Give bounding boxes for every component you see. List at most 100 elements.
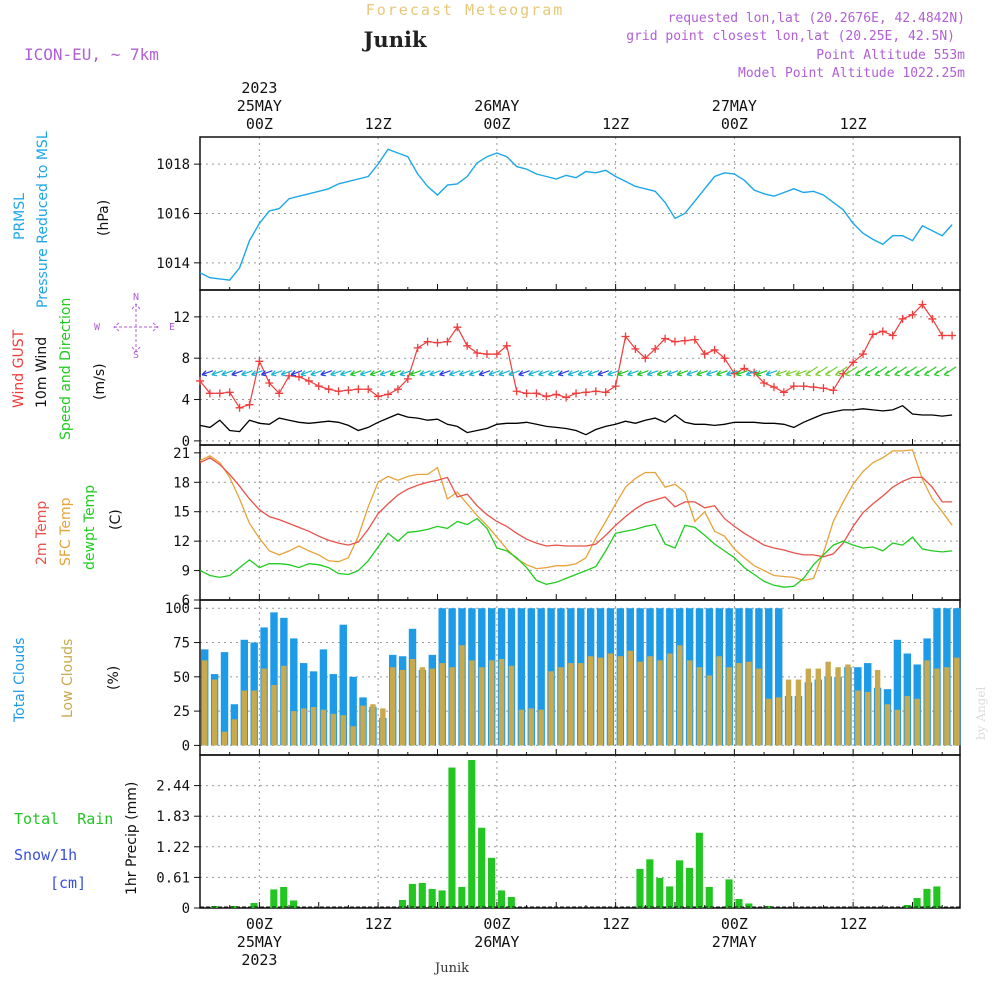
wind-direction-arrow bbox=[399, 370, 412, 377]
low-clouds-bar bbox=[775, 697, 782, 746]
tsfc-label: SFC Temp bbox=[58, 497, 74, 566]
gust-marker bbox=[799, 382, 808, 391]
low-clouds-bar bbox=[558, 667, 564, 746]
low-clouds-bar bbox=[587, 656, 594, 746]
wind-direction-arrow bbox=[706, 370, 718, 377]
gust-marker bbox=[819, 384, 828, 393]
total-clouds-bar bbox=[299, 663, 308, 746]
low-clouds-bar bbox=[706, 675, 713, 746]
gust-marker bbox=[700, 350, 709, 359]
low-clouds-bar bbox=[231, 719, 238, 746]
wind-direction-arrow bbox=[636, 370, 649, 377]
chart-title: Forecast Meteogram bbox=[366, 1, 565, 19]
bottom-time-label: 00Z bbox=[246, 915, 273, 933]
low-clouds-bar bbox=[845, 664, 851, 746]
wind-direction-arrow bbox=[251, 370, 263, 377]
wind-direction-arrow bbox=[805, 366, 818, 377]
pressure-unit-label: (hPa) bbox=[96, 200, 112, 236]
gust-marker bbox=[542, 392, 551, 401]
wind-direction-arrow bbox=[666, 370, 679, 377]
low-clouds-bar bbox=[310, 706, 317, 746]
bottom-time-label: 26MAY bbox=[474, 933, 519, 951]
gust-marker bbox=[393, 385, 402, 394]
low-clouds-bar bbox=[667, 653, 673, 746]
gust-marker bbox=[631, 344, 640, 353]
wind-direction-arrow bbox=[498, 370, 511, 377]
sfc-temp-line bbox=[199, 449, 953, 582]
compass-s: S bbox=[133, 350, 139, 361]
gust-marker bbox=[591, 387, 600, 396]
wind-direction-arrow bbox=[547, 370, 560, 377]
wind-direction-arrow bbox=[854, 366, 868, 377]
gust-marker bbox=[413, 343, 422, 352]
gridpoint-coords: grid point closest lon,lat (20.25E, 42.5… bbox=[626, 29, 955, 44]
low-clouds-bar bbox=[419, 667, 426, 746]
gust-marker bbox=[621, 332, 630, 341]
low-clouds-bar bbox=[696, 667, 703, 746]
low-clouds-bar bbox=[736, 663, 742, 746]
rain-bar bbox=[903, 904, 911, 908]
wind-direction-arrow bbox=[221, 370, 233, 377]
gust-marker bbox=[294, 372, 303, 381]
low-clouds-bar bbox=[350, 726, 356, 746]
gust-marker bbox=[829, 386, 838, 395]
precip-panel: 0 0.61 1.22 1.83 2.44 bbox=[156, 754, 961, 917]
low-clouds-bar bbox=[657, 660, 663, 746]
wind-10m-label: 10m Wind bbox=[34, 337, 50, 408]
ytick-label: 8 bbox=[182, 351, 190, 367]
credit-watermark: by Angel bbox=[974, 687, 988, 740]
rain-bar bbox=[765, 905, 773, 908]
gust-marker bbox=[928, 314, 937, 323]
gust-marker bbox=[275, 389, 284, 398]
wind-direction-arrow bbox=[320, 370, 332, 377]
low-clouds-bar bbox=[924, 660, 930, 746]
wind-direction-arrow bbox=[923, 366, 937, 377]
rain-bar bbox=[695, 832, 703, 908]
rain-bar bbox=[656, 877, 664, 908]
low-clouds-bar bbox=[211, 679, 218, 746]
ytick-label: 1.22 bbox=[156, 840, 190, 856]
pressure-reduced-label: Pressure Reduced to MSL bbox=[35, 131, 51, 308]
gust-marker bbox=[918, 300, 927, 309]
compass-n: N bbox=[133, 292, 139, 303]
wind-direction-arrow bbox=[231, 370, 243, 377]
wind-direction-arrow bbox=[518, 370, 530, 377]
low-clouds-bar bbox=[548, 671, 554, 746]
wind-direction-arrow bbox=[676, 370, 689, 377]
gust-marker bbox=[354, 385, 363, 394]
total-clouds-label: Total Clouds bbox=[12, 638, 28, 723]
rain-bar bbox=[250, 902, 258, 908]
low-clouds-bar bbox=[409, 658, 416, 746]
bottom-time-label: 12Z bbox=[365, 915, 392, 933]
rain-bar bbox=[636, 868, 644, 908]
total-rain-label: Total Rain bbox=[14, 810, 113, 828]
gust-marker bbox=[898, 314, 907, 323]
wind-speed-dir-label: Speed and Direction bbox=[58, 298, 74, 440]
total-clouds-bar bbox=[774, 608, 783, 746]
wind-direction-arrow bbox=[587, 370, 600, 377]
low-clouds-bar bbox=[785, 679, 792, 746]
low-clouds-bar bbox=[835, 667, 841, 746]
wind-direction-arrow bbox=[419, 370, 431, 377]
low-clouds-bar bbox=[399, 669, 406, 746]
wind-direction-arrow bbox=[577, 370, 590, 377]
gust-marker bbox=[473, 349, 482, 358]
gust-marker bbox=[265, 379, 274, 387]
rain-bar bbox=[230, 905, 238, 908]
wind-direction-arrow bbox=[825, 366, 838, 377]
top-time-label: 26MAY bbox=[474, 97, 519, 115]
low-clouds-bar bbox=[716, 656, 723, 746]
ytick-label: 25 bbox=[173, 704, 190, 720]
wind-direction-arrow bbox=[241, 370, 253, 377]
wind-direction-arrow bbox=[815, 366, 828, 377]
ytick-label: 0 bbox=[182, 434, 190, 450]
wind-direction-arrow bbox=[735, 370, 748, 377]
compass-arrows-icon bbox=[113, 303, 159, 353]
low-clouds-bar bbox=[607, 653, 614, 746]
low-clouds-bar bbox=[884, 704, 891, 746]
wind-direction-arrow bbox=[557, 370, 570, 377]
total-clouds-bar bbox=[220, 652, 229, 746]
low-clouds-bar bbox=[874, 669, 881, 746]
rain-bar bbox=[745, 903, 753, 908]
